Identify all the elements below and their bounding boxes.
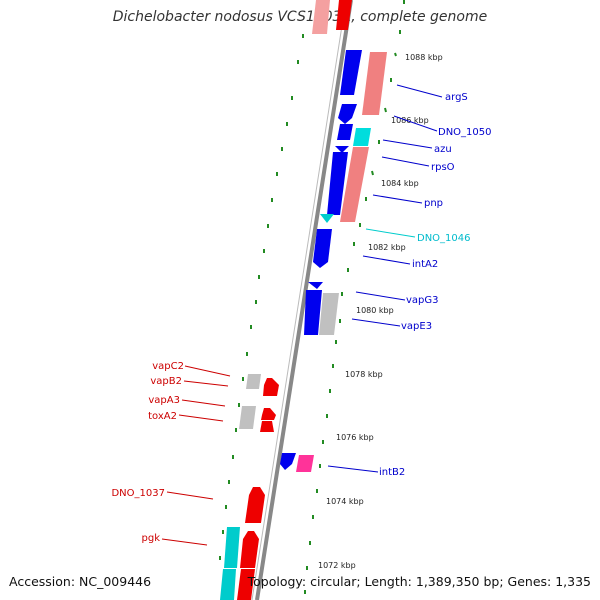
gene-labels-left: vapC2 vapB2 vapA3 toxA2 DNO_1037 pgk bbox=[111, 361, 184, 544]
rna-pgk-a[interactable] bbox=[224, 527, 240, 568]
reverse-feature-track bbox=[312, 0, 387, 222]
gene-vapG3[interactable] bbox=[308, 282, 323, 289]
position-ticks: 1088 kbp 1086 kbp 1084 kbp 1082 kbp 1080… bbox=[318, 53, 443, 570]
label-pnp[interactable]: pnp bbox=[424, 198, 443, 209]
gene-bottom[interactable] bbox=[237, 569, 255, 600]
gene-toxA2[interactable] bbox=[260, 421, 274, 432]
tick-1072: 1072 kbp bbox=[318, 561, 356, 570]
gene-intB2[interactable] bbox=[280, 453, 296, 470]
pseudogene-intB2[interactable] bbox=[296, 455, 314, 472]
label-vapE3[interactable]: vapE3 bbox=[401, 321, 432, 332]
label-pgk[interactable]: pgk bbox=[142, 533, 161, 544]
feature-vapE3[interactable] bbox=[319, 293, 339, 335]
rna-pgk-b[interactable] bbox=[220, 569, 236, 600]
gene-top[interactable] bbox=[336, 0, 352, 30]
tick-1076: 1076 kbp bbox=[336, 433, 374, 442]
label-intA2[interactable]: intA2 bbox=[412, 259, 438, 270]
gene-rpsO[interactable] bbox=[335, 146, 349, 153]
tick-1078: 1078 kbp bbox=[345, 370, 383, 379]
rna-track bbox=[220, 128, 371, 600]
label-rpsO[interactable]: rpsO bbox=[431, 162, 455, 173]
rna-DNO_1046[interactable] bbox=[320, 214, 334, 223]
label-vapG3[interactable]: vapG3 bbox=[406, 295, 439, 306]
forward-cds-track bbox=[280, 50, 362, 470]
gene-labels-right: argS DNO_1050 azu rpsO pnp DNO_1046 intA… bbox=[379, 92, 492, 478]
label-azu[interactable]: azu bbox=[434, 144, 452, 155]
label-DNO_1037[interactable]: DNO_1037 bbox=[111, 488, 165, 499]
accession-label: Accession: NC_009446 bbox=[9, 574, 152, 589]
tick-1086: 1086 kbp bbox=[391, 116, 429, 125]
rna-azu[interactable] bbox=[353, 128, 371, 146]
gene-DNO_1050[interactable] bbox=[338, 104, 357, 124]
feature-top[interactable] bbox=[312, 0, 330, 34]
tick-1074: 1074 kbp bbox=[326, 497, 364, 506]
gene-vapA3[interactable] bbox=[261, 408, 276, 420]
label-intB2[interactable]: intB2 bbox=[379, 467, 405, 478]
label-DNO_1050[interactable]: DNO_1050 bbox=[438, 127, 492, 138]
reverse-cds-track bbox=[237, 0, 352, 600]
backbone bbox=[251, 0, 353, 600]
tick-1084: 1084 kbp bbox=[381, 179, 419, 188]
gc-track-inner bbox=[219, 34, 304, 560]
gene-vapC2[interactable] bbox=[263, 378, 279, 396]
label-leaders-left bbox=[161, 365, 231, 546]
tick-1080: 1080 kbp bbox=[356, 306, 394, 315]
tick-1088: 1088 kbp bbox=[405, 53, 443, 62]
gene-DNO_1037[interactable] bbox=[245, 487, 265, 523]
feature-vapA3[interactable] bbox=[239, 406, 256, 429]
label-argS[interactable]: argS bbox=[445, 92, 468, 103]
tick-1082: 1082 kbp bbox=[368, 243, 406, 252]
feature-pnp[interactable] bbox=[340, 147, 369, 222]
gene-intA2[interactable] bbox=[313, 229, 332, 268]
gc-track-outer bbox=[304, 0, 405, 594]
gene-pnp[interactable] bbox=[327, 152, 348, 215]
gene-vapE3[interactable] bbox=[304, 290, 322, 335]
map-title: Dichelobacter nodosus VCS1703A, complete… bbox=[112, 9, 488, 25]
feature-argS[interactable] bbox=[362, 52, 387, 115]
topology-label: Topology: circular; Length: 1,389,350 bp… bbox=[247, 574, 591, 589]
label-leader-DNO_1046 bbox=[365, 228, 416, 238]
label-DNO_1046[interactable]: DNO_1046 bbox=[417, 233, 471, 244]
label-leaders-right bbox=[327, 84, 443, 473]
other-feature-track bbox=[239, 293, 339, 429]
gene-azu[interactable] bbox=[337, 124, 353, 140]
feature-vapC2[interactable] bbox=[246, 374, 261, 389]
label-vapC2[interactable]: vapC2 bbox=[152, 361, 184, 372]
label-vapB2[interactable]: vapB2 bbox=[150, 376, 182, 387]
gene-argS[interactable] bbox=[340, 50, 362, 95]
label-vapA3[interactable]: vapA3 bbox=[148, 395, 180, 406]
label-toxA2[interactable]: toxA2 bbox=[148, 411, 177, 422]
gene-pgk[interactable] bbox=[240, 531, 259, 568]
